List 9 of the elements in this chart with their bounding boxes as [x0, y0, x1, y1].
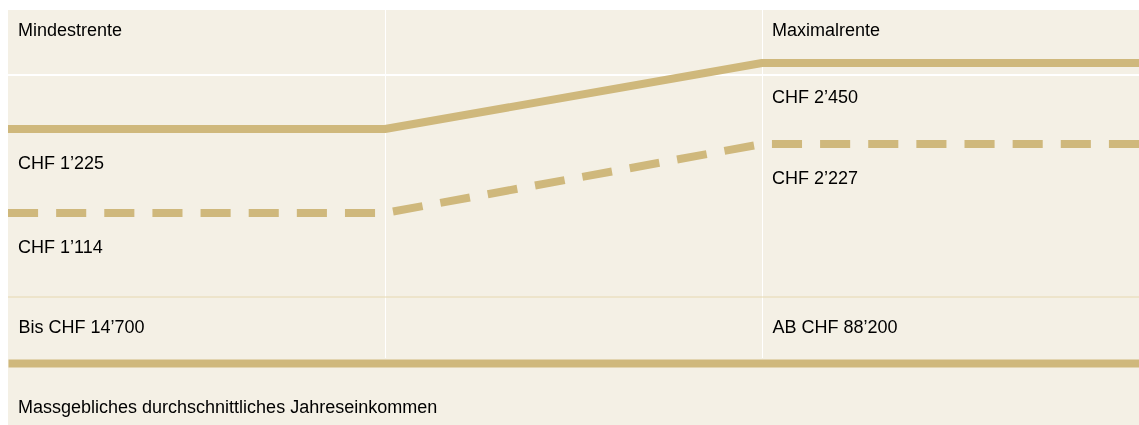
annotation: CHF 2’227: [772, 168, 859, 188]
text: Maximalrente: [772, 20, 881, 40]
annotation: CHF 1’114: [18, 237, 103, 257]
x-tick-label: Bis CHF 14’700: [18, 317, 145, 337]
text: Mindestrente: [18, 20, 123, 40]
x-tick-label: AB CHF 88’200: [772, 317, 898, 337]
x-axis-title: Massgebliches durchschnittliches Jahreseinkommen: [18, 397, 438, 417]
annotation: CHF 2’450: [772, 87, 859, 107]
annotation: CHF 1’225: [18, 153, 105, 173]
